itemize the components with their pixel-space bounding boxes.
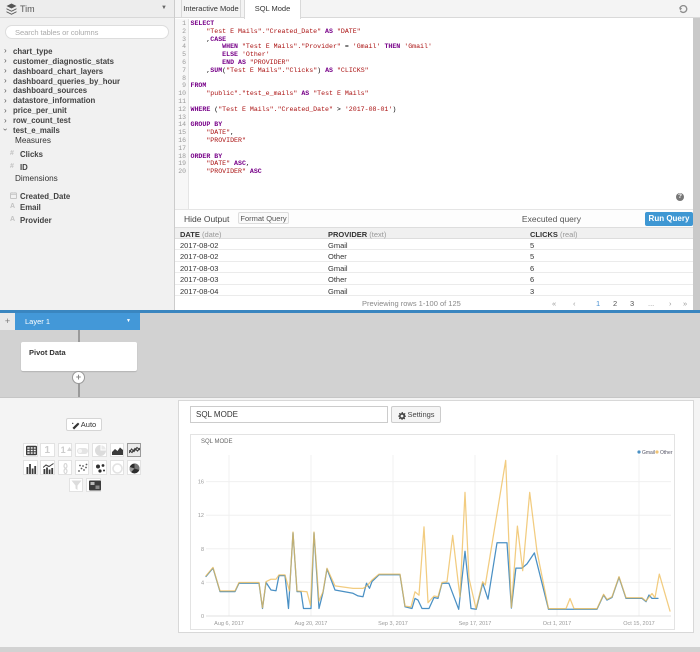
svg-text:Sep 17, 2017: Sep 17, 2017 (459, 621, 492, 627)
svg-text:8: 8 (201, 547, 204, 553)
svg-text:Oct 1, 2017: Oct 1, 2017 (543, 621, 571, 627)
svg-text:Sep 3, 2017: Sep 3, 2017 (378, 621, 408, 627)
svg-text:SQL MODE: SQL MODE (201, 439, 232, 445)
svg-text:Oct 15, 2017: Oct 15, 2017 (623, 621, 655, 627)
svg-text:Aug 20, 2017: Aug 20, 2017 (295, 621, 328, 627)
svg-text:Gmail: Gmail (642, 450, 655, 456)
svg-text:12: 12 (198, 513, 204, 519)
svg-text:4: 4 (201, 580, 204, 586)
svg-text:0: 0 (201, 614, 204, 620)
svg-text:16: 16 (198, 480, 204, 486)
svg-text:Other: Other (660, 450, 673, 456)
svg-text:Aug 6, 2017: Aug 6, 2017 (214, 621, 244, 627)
